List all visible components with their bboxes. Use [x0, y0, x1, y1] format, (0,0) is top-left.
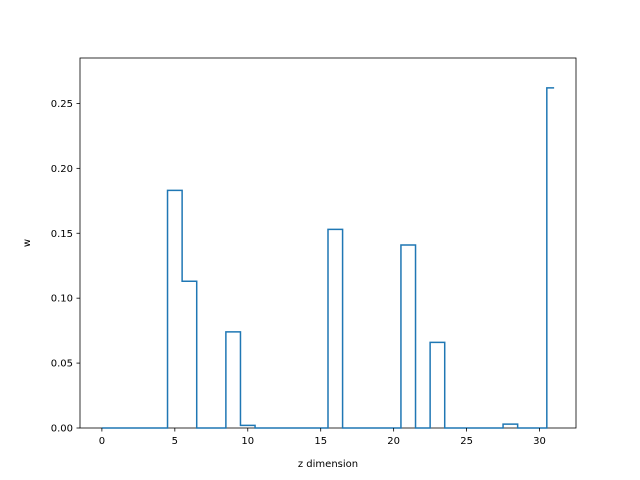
- x-axis: 0 5 10 15 20 25 30: [99, 428, 546, 447]
- x-tick-label: 5: [172, 436, 178, 447]
- step-series-line: [101, 87, 555, 429]
- x-tick-label: 25: [460, 436, 473, 447]
- y-tick-label: 0.15: [51, 229, 73, 240]
- plot-area: [79, 57, 577, 429]
- x-tick-label: 20: [387, 436, 400, 447]
- y-tick-label: 0.10: [51, 294, 73, 305]
- y-axis: 0.00 0.05 0.10 0.15 0.20 0.25: [51, 99, 80, 435]
- y-tick-label: 0.00: [51, 424, 73, 435]
- x-tick-label: 10: [241, 436, 254, 447]
- y-axis-label: w: [22, 239, 33, 247]
- x-tick-label: 30: [533, 436, 546, 447]
- x-tick-label: 0: [99, 436, 105, 447]
- y-tick-label: 0.05: [51, 359, 73, 370]
- y-tick-label: 0.20: [51, 164, 73, 175]
- x-axis-label: z dimension: [298, 459, 358, 470]
- x-tick-label: 15: [314, 436, 327, 447]
- y-tick-label: 0.25: [51, 99, 73, 110]
